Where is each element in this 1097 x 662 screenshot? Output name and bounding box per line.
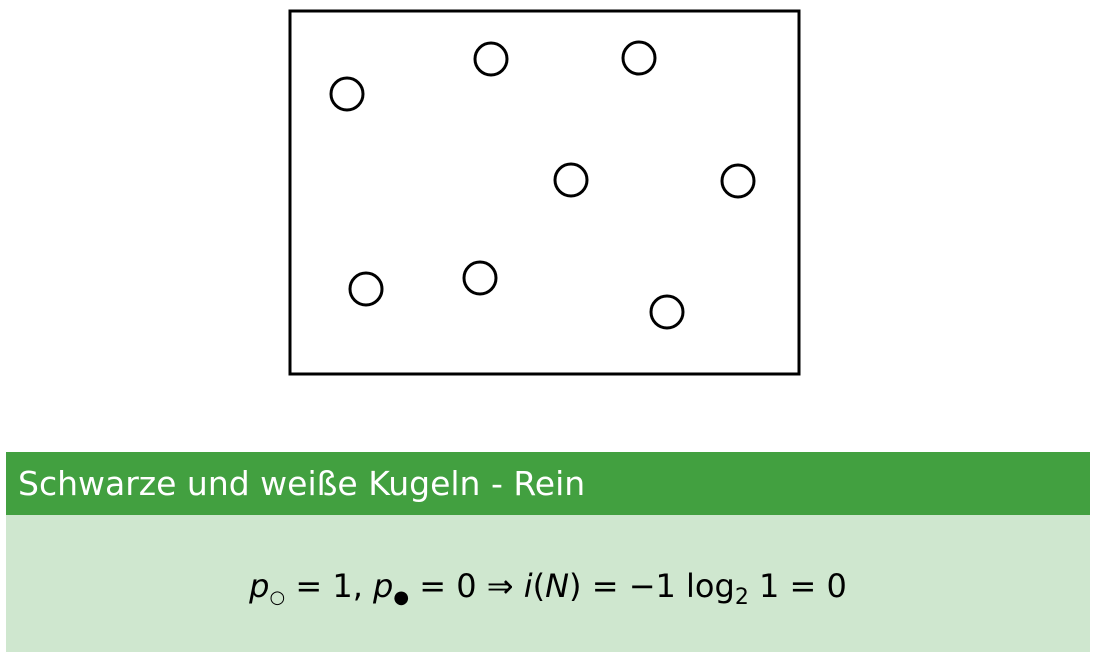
- formula-block: Schwarze und weiße Kugeln - Rein p○ = 1,…: [6, 452, 1090, 652]
- white-ball: [621, 40, 657, 76]
- white-ball: [473, 41, 509, 77]
- formula-black-symbol: ●: [393, 587, 410, 608]
- formula-eq4: 1 = 0: [748, 567, 847, 605]
- block-title: Schwarze und weiße Kugeln - Rein: [6, 452, 1090, 515]
- formula-n-var: N: [545, 567, 570, 605]
- formula-white-symbol: ○: [269, 587, 286, 608]
- formula-eq2: = 0 ⇒: [409, 567, 524, 605]
- formula-paren-close: ): [569, 567, 582, 605]
- formula-paren-open: (: [532, 567, 546, 605]
- formula-eq1: = 1,: [285, 567, 374, 605]
- urn-box: [288, 9, 801, 376]
- white-ball: [462, 260, 498, 296]
- formula-log-base: 2: [734, 585, 749, 610]
- formula-p-black: p: [373, 567, 394, 605]
- formula-info: i: [523, 567, 533, 605]
- white-ball: [720, 163, 756, 199]
- white-ball: [348, 271, 384, 307]
- balls-group: [329, 40, 756, 330]
- urn-diagram: [288, 9, 801, 376]
- block-body: p○ = 1, p● = 0 ⇒ i(N) = −1 log2 1 = 0: [6, 515, 1090, 652]
- formula-p-white: p: [249, 567, 270, 605]
- white-ball: [553, 162, 589, 198]
- white-ball: [329, 76, 365, 112]
- entropy-formula: p○ = 1, p● = 0 ⇒ i(N) = −1 log2 1 = 0: [6, 567, 1090, 610]
- formula-eq3: = −1 log: [581, 567, 735, 605]
- white-ball: [649, 294, 685, 330]
